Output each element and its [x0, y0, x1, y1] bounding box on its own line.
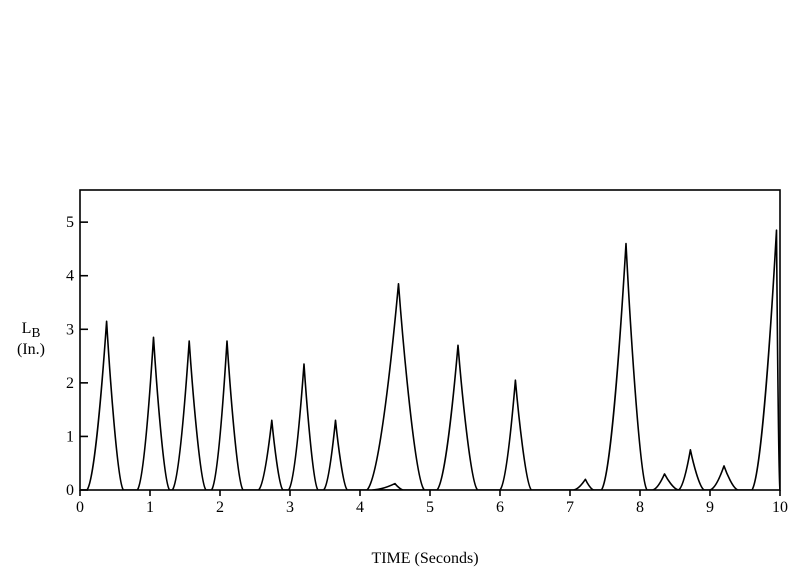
x-tick-label: 0	[76, 499, 84, 516]
x-axis-title: TIME (Seconds)	[60, 550, 790, 568]
x-axis-label: TIME (Seconds)	[371, 550, 478, 567]
y-tick-label: 1	[66, 428, 74, 445]
plot-frame	[80, 190, 780, 490]
x-tick-label: 2	[216, 499, 224, 516]
x-tick-label: 10	[772, 499, 788, 516]
y-tick-label: 0	[66, 482, 74, 499]
x-tick-label: 9	[706, 499, 714, 516]
series-line	[80, 230, 780, 490]
chart-svg: 0 1 2 3 4 5 0 1 2 3 4 5 6 7 8 9 10	[60, 180, 790, 540]
x-tick-label: 3	[286, 499, 294, 516]
x-tick-label: 5	[426, 499, 434, 516]
x-tick-label: 4	[356, 499, 364, 516]
y-axis-title: LB (In.)	[6, 320, 56, 358]
x-tick-label: 8	[636, 499, 644, 516]
y-axis-unit: (In.)	[17, 341, 45, 358]
page: LB (In.) 0 1 2 3 4 5 0 1 2 3 4 5 6 7 8 9 10 TIME (Second…	[0, 0, 806, 582]
y-tick-label: 4	[66, 268, 74, 285]
x-tick-label: 6	[496, 499, 504, 516]
x-tick-label: 7	[566, 499, 574, 516]
y-axis-label: L	[22, 320, 32, 337]
y-tick-label: 3	[66, 321, 74, 338]
x-tick-label: 1	[146, 499, 154, 516]
y-tick-label: 5	[66, 214, 74, 231]
chart: 0 1 2 3 4 5 0 1 2 3 4 5 6 7 8 9 10	[60, 180, 790, 540]
y-tick-label: 2	[66, 375, 74, 392]
y-axis-label-sub: B	[31, 325, 40, 340]
